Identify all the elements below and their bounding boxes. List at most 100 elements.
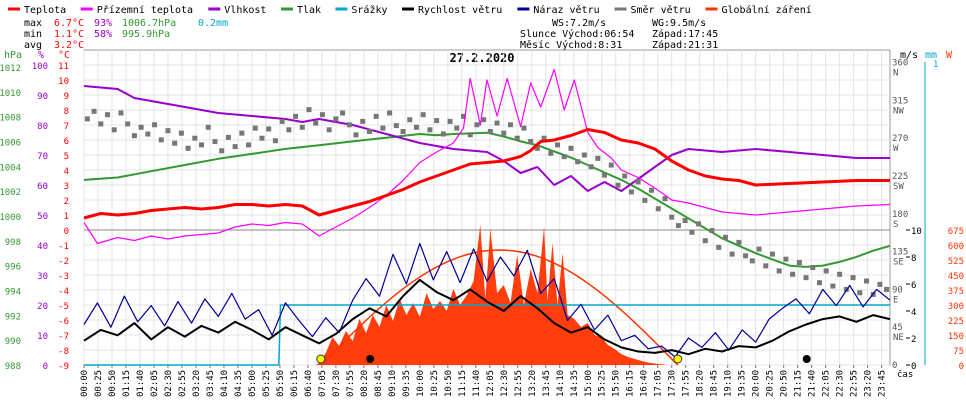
stat-min-temp: 1.1°C	[54, 29, 84, 40]
axis-degc-tick-10: 1	[64, 212, 69, 222]
wind-dir-point-84	[649, 187, 655, 193]
stat-max-hum: 93%	[94, 18, 112, 29]
axis-dir-deg-u-4: 180	[892, 210, 908, 220]
wind-dir-point-104	[783, 256, 789, 262]
axis-x-tick-6: 02:30	[164, 370, 174, 397]
axis-degc-tick-3: 8	[64, 107, 69, 117]
wind-dir-point-81	[628, 189, 634, 195]
wind-dir-point-40	[353, 132, 359, 138]
wind-dir-point-15	[185, 145, 191, 151]
axis-x-tick-5: 02:05	[150, 370, 160, 397]
axis-degc-tick-19: -8	[58, 347, 69, 357]
wind-dir-point-55	[454, 125, 460, 131]
axis-ms-tick-0: 10	[911, 227, 922, 237]
wind-dir-point-3	[105, 112, 111, 118]
axis-x-tick-24: 10:00	[416, 370, 426, 397]
axis-x-tick-1: 00:25	[94, 370, 104, 397]
wind-dir-point-82	[635, 179, 641, 185]
axis-x-tick-51: 21:15	[794, 370, 804, 397]
axis-ms-tick-2: 6	[911, 281, 916, 291]
axis-ms-tick-5: 0	[911, 362, 916, 372]
axis-degc-tick-7: 4	[64, 167, 69, 177]
wind-dir-point-0	[84, 116, 90, 122]
legend-label-2: Vlhkost	[224, 5, 266, 16]
info-moonset: Západ:21:31	[652, 39, 718, 51]
wind-dir-point-97	[736, 239, 742, 245]
axis-pct-tick-3: 70	[37, 152, 48, 162]
axis-x-tick-10: 04:10	[220, 370, 230, 397]
axis-x-tick-17: 07:05	[318, 370, 328, 397]
wind-dir-point-21	[225, 134, 231, 140]
wind-dir-point-6	[125, 121, 131, 127]
axis-pct-tick-9: 10	[37, 332, 48, 342]
wind-dir-point-24	[246, 142, 252, 148]
wind-dir-point-112	[837, 271, 843, 277]
wind-dir-point-7	[131, 133, 137, 139]
wind-dir-point-29	[279, 118, 285, 124]
wind-dir-point-69	[548, 150, 554, 156]
stat-max-label: max	[24, 18, 42, 29]
axis-x-tick-23: 09:35	[402, 370, 412, 397]
wind-dir-point-110	[823, 268, 829, 274]
axis-x-tick-9: 03:45	[206, 370, 216, 397]
series-rain	[84, 304, 890, 366]
wind-dir-point-18	[205, 124, 211, 130]
axis-degc-tick-8: 3	[64, 182, 69, 192]
wind-dir-point-108	[810, 265, 816, 271]
wind-dir-point-23	[239, 130, 245, 136]
wind-dir-point-22	[232, 144, 238, 150]
axis-dir-deg-u-3: 225	[892, 172, 908, 182]
wind-dir-point-11	[158, 137, 164, 143]
stat-avg-temp: 3.2°C	[54, 40, 84, 51]
axis-dir-lbl-l-1: E	[893, 295, 898, 305]
wind-dir-point-35	[319, 112, 325, 118]
axis-x-tick-30: 12:30	[500, 370, 510, 397]
wind-dir-point-92	[702, 238, 708, 244]
axis-w-tick-1: 600	[948, 242, 964, 252]
legend-label-5: Rychlost větru	[418, 4, 502, 16]
axis-x-tick-14: 05:50	[276, 370, 286, 397]
axis-x-tick-32: 13:20	[528, 370, 538, 397]
axis-w-tick-0: 675	[948, 227, 964, 237]
legend-label-6: Náraz větru	[533, 4, 599, 16]
axis-x-label: čas	[897, 369, 913, 380]
axis-pct-tick-4: 60	[37, 182, 48, 192]
stat-max-temp: 6.7°C	[54, 18, 84, 29]
wind-dir-point-85	[655, 206, 661, 212]
axis-x-tick-52: 21:40	[808, 370, 818, 397]
stat-min-press: 995.9hPa	[122, 29, 170, 40]
axis-pct-tick-5: 50	[37, 212, 48, 222]
wind-dir-point-98	[743, 253, 749, 259]
axis-hpa-tick-8: 996	[5, 263, 21, 273]
axis-dir-lbl-l-0: SE	[893, 258, 904, 268]
series-gust	[83, 242, 891, 358]
axis-ms-unit: m/s	[900, 50, 918, 61]
wind-dir-point-43	[373, 113, 379, 119]
axis-pct-tick-0: 100	[32, 62, 48, 72]
wind-dir-point-48	[407, 117, 413, 123]
axis-w-tick-3: 450	[948, 272, 964, 282]
axis-x-tick-27: 11:15	[458, 370, 468, 397]
wind-dir-point-34	[313, 120, 319, 126]
axis-degc-tick-0: 11	[58, 62, 69, 72]
axis-x-tick-7: 02:55	[178, 370, 188, 397]
wind-dir-point-90	[689, 229, 695, 235]
axis-x-tick-35: 14:35	[570, 370, 580, 397]
axis-mm-unit: mm	[925, 50, 937, 61]
axis-x-tick-26: 10:50	[444, 370, 454, 397]
legend-label-7: Směr větru	[631, 4, 691, 16]
wind-dir-point-78	[608, 162, 614, 168]
axis-hpa-tick-0: 1012	[0, 64, 21, 74]
wind-dir-point-27	[266, 126, 272, 132]
axis-degc-tick-12: -1	[58, 242, 69, 252]
wind-dir-point-46	[393, 123, 399, 129]
wind-dir-point-2	[98, 121, 104, 127]
wind-dir-point-10	[152, 122, 158, 128]
wind-dir-point-91	[696, 221, 702, 227]
axis-ms-tick-3: 4	[911, 308, 916, 318]
axis-x-tick-46: 19:10	[724, 370, 734, 397]
wind-dir-point-114	[850, 275, 856, 281]
axis-pct-tick-2: 80	[37, 122, 48, 132]
info-sunset: Západ:17:45	[652, 28, 718, 40]
